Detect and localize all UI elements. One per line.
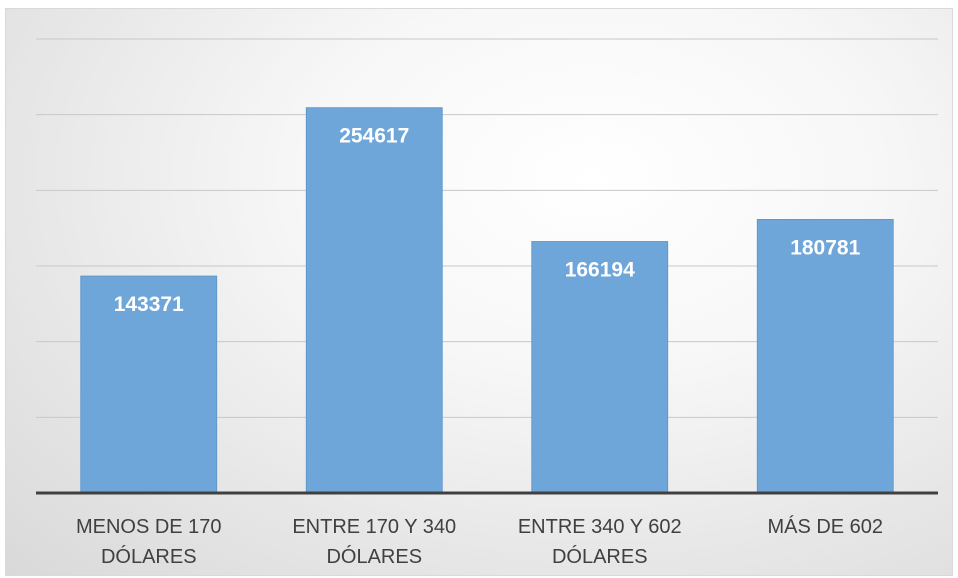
category-label: MÁS DE 602 [767,515,883,538]
category-label: ENTRE 340 Y 602 DÓLARES [518,516,682,568]
category-label-line: MENOS DE 170 [76,516,222,538]
category-label-line: ENTRE 340 Y 602 [518,516,682,538]
data-label: 143371 [114,293,184,316]
category-label-line: MÁS DE 602 [767,515,883,538]
category-label: MENOS DE 170 DÓLARES [76,516,222,568]
category-labels: MENOS DE 170 DÓLARES ENTRE 170 Y 340 DÓLARE… [76,515,883,568]
data-label: 180781 [790,236,860,259]
category-label-line: ENTRE 170 Y 340 [292,516,456,538]
bar [305,107,443,494]
bars [80,107,894,494]
bar [756,219,894,494]
bar-chart: 143371 254617 166194 180781 MENOS DE 170 DÓL… [36,38,938,568]
category-label-line: DÓLARES [101,545,197,568]
data-label: 254617 [339,125,409,148]
category-label-line: DÓLARES [326,545,422,568]
category-label: ENTRE 170 Y 340 DÓLARES [292,516,456,568]
bar [531,241,669,494]
data-labels: 143371 254617 166194 180781 [114,125,861,316]
data-label: 166194 [565,258,635,281]
chart-frame: 143371 254617 166194 180781 MENOS DE 170 DÓL… [5,8,953,576]
category-label-line: DÓLARES [552,545,648,568]
bar [80,275,218,494]
